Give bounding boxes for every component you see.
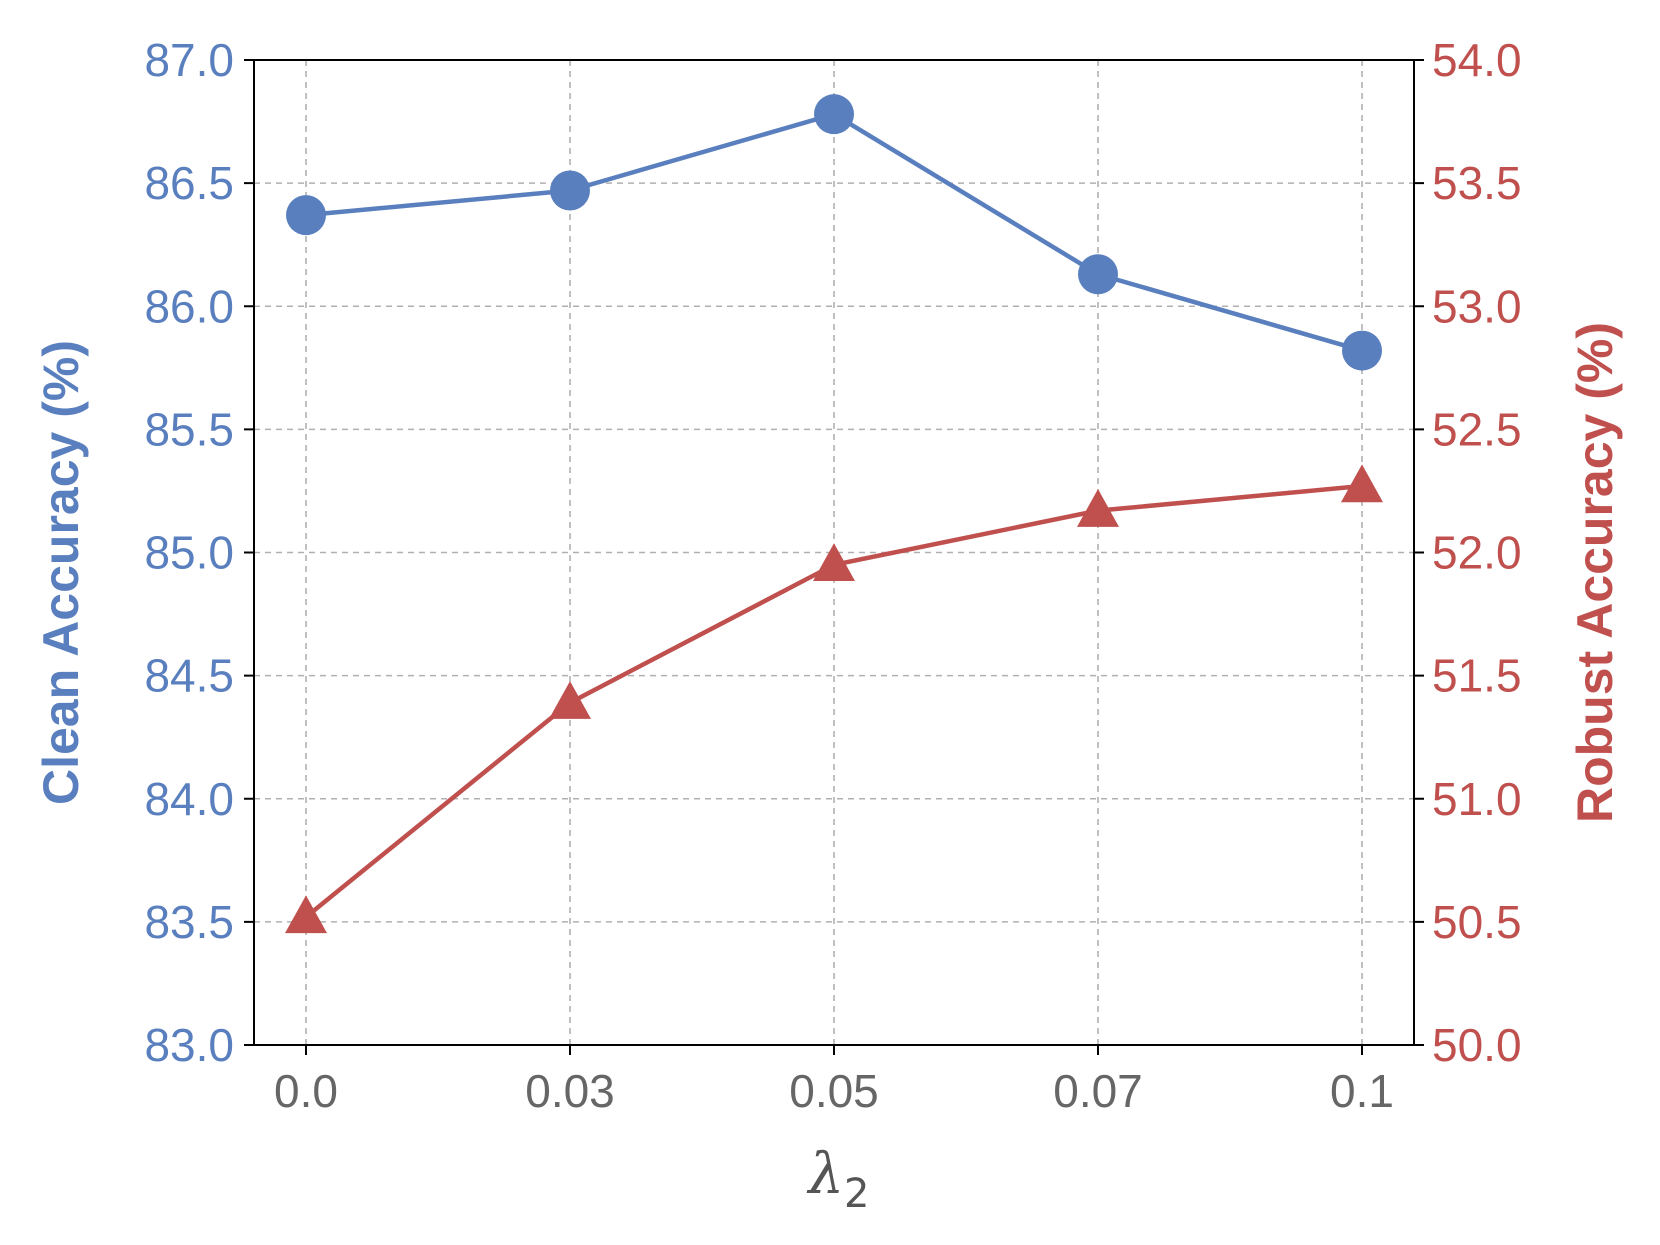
series-layer <box>285 94 1383 934</box>
left-tick-label: 84.0 <box>144 773 234 825</box>
right-tick-label: 50.5 <box>1432 896 1522 948</box>
right-axis-title: Robust Accuracy (%) <box>1567 322 1623 823</box>
left-tick-label: 83.0 <box>144 1019 234 1071</box>
robust-accuracy-point <box>1341 464 1383 503</box>
right-tick-label: 51.0 <box>1432 773 1522 825</box>
x-tick-label: 0.07 <box>1053 1065 1143 1117</box>
x-tick-label: 0.1 <box>1330 1065 1394 1117</box>
right-tick-label: 51.5 <box>1432 650 1522 702</box>
left-tick-label: 87.0 <box>144 34 234 86</box>
right-tick-label: 54.0 <box>1432 34 1522 86</box>
right-tick-label: 53.5 <box>1432 157 1522 209</box>
right-axis-ticks: 50.0 50.5 51.0 51.5 52.0 52.5 53.0 53.5 54.0 <box>1414 34 1522 1071</box>
clean-accuracy-point <box>814 94 854 135</box>
clean-accuracy-point <box>286 195 326 236</box>
left-tick-label: 86.0 <box>144 280 234 332</box>
right-tick-label: 52.0 <box>1432 527 1522 579</box>
robust-accuracy-point <box>1077 489 1119 527</box>
robust-accuracy-point <box>549 681 591 719</box>
x-tick-label: 0.05 <box>789 1065 879 1117</box>
x-tick-label: 0.0 <box>274 1065 338 1117</box>
left-tick-label: 85.0 <box>144 527 234 579</box>
clean-accuracy-point <box>1078 254 1118 295</box>
clean-accuracy-point <box>550 170 590 211</box>
plot-frame <box>253 59 1415 1046</box>
clean-accuracy-series <box>286 94 1382 371</box>
x-axis-title: λ2 <box>807 1142 870 1217</box>
left-tick-label: 85.5 <box>144 403 234 455</box>
right-tick-label: 50.0 <box>1432 1019 1522 1071</box>
robust-accuracy-series <box>285 464 1383 934</box>
left-tick-label: 83.5 <box>144 896 234 948</box>
left-tick-label: 86.5 <box>144 157 234 209</box>
robust-accuracy-point <box>813 543 855 582</box>
left-axis-ticks: 83.0 83.5 84.0 84.5 85.0 85.5 86.0 86.5 87.0 <box>144 34 254 1071</box>
left-tick-label: 84.5 <box>144 650 234 702</box>
x-axis-ticks: 0.0 0.03 0.05 0.07 0.1 <box>274 1045 1394 1117</box>
x-tick-label: 0.03 <box>525 1065 615 1117</box>
clean-accuracy-point <box>1342 330 1382 371</box>
left-axis-title: Clean Accuracy (%) <box>33 340 89 805</box>
right-tick-label: 52.5 <box>1432 403 1522 455</box>
x-axis-title-symbol: λ <box>807 1142 845 1207</box>
robust-accuracy-point <box>285 895 327 934</box>
x-axis-title-subscript: 2 <box>844 1171 869 1217</box>
right-tick-label: 53.0 <box>1432 280 1522 332</box>
